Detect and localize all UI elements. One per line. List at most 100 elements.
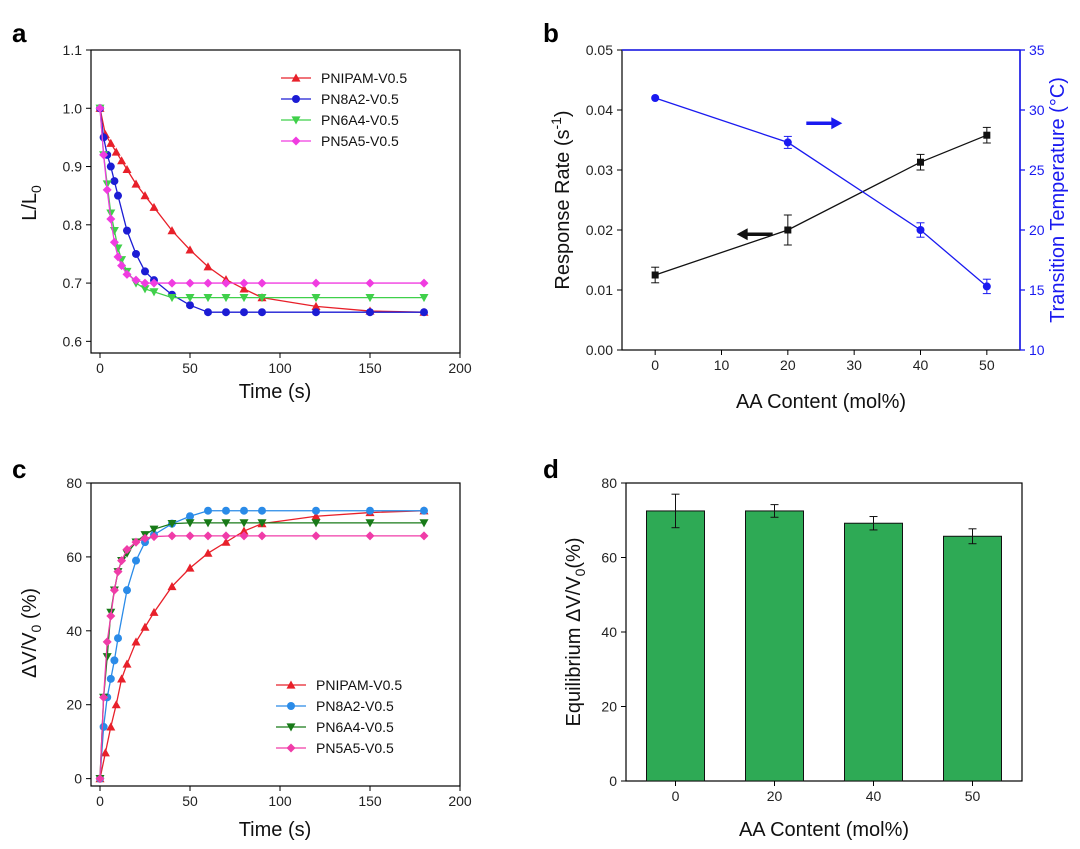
chart-a-ytick-label-5: 1.1 — [63, 42, 83, 58]
chart-a-series-2-point-15 — [239, 294, 249, 303]
chart-c-series-1-point-4 — [110, 656, 119, 665]
chart-a-series-2-point-12 — [185, 294, 195, 303]
chart-b-y2tick-label-5: 35 — [1029, 42, 1045, 58]
chart-c: Time (s) ΔV/V0 (%) 0 50 100 150 200 0 20 40 60 80… — [19, 475, 472, 841]
chart-a-series-0-point-9 — [167, 226, 177, 235]
chart-a-series-1-point-13 — [222, 308, 230, 317]
chart-d-xtick-label-0: 0 — [672, 788, 680, 804]
chart-b-xtick-label-3: 30 — [846, 357, 862, 373]
chart-c-series-1-point-7 — [132, 556, 140, 565]
chart-a-series-0-point-10 — [185, 245, 195, 254]
chart-a-series-3-point-11 — [167, 278, 177, 288]
chart-a-series-2-point-14 — [221, 294, 231, 303]
chart-b-ytick-label-2: 0.02 — [586, 222, 613, 238]
chart-b-ytick-label-1: 0.01 — [586, 282, 613, 298]
chart-c-xtick-label-3: 150 — [358, 793, 382, 809]
chart-c-series-0-point-7 — [140, 622, 150, 631]
chart-c-series-3-point-8 — [131, 537, 141, 547]
chart-a-series-1-point-14 — [240, 308, 248, 317]
chart-c-series-0-point-9 — [167, 581, 177, 591]
chart-a-series-2-point-19 — [419, 294, 429, 303]
chart-c-series-3-point-12 — [185, 531, 195, 541]
chart-b: AA Content (mol%) Response Rate (s-1) Tr… — [548, 42, 1069, 413]
chart-a-series-3-point-8 — [131, 275, 141, 285]
chart-c-series-line-0 — [99, 510, 425, 779]
chart-c-series-2-point-12 — [185, 519, 195, 528]
chart-a-series-0-point-7 — [140, 191, 150, 200]
chart-a-series-1-point-1 — [99, 133, 108, 142]
chart-b-arrow-head-1 — [831, 117, 843, 130]
chart-b-xtick-label-5: 50 — [979, 357, 995, 373]
chart-b-arrow-head-0 — [736, 228, 748, 241]
chart-a-series-1-point-15 — [258, 308, 266, 317]
chart-a-series-1-point-4 — [110, 177, 119, 186]
chart-c-xtick-label-2: 100 — [268, 793, 292, 809]
chart-c-series-0-point-6 — [131, 637, 141, 646]
chart-c-series-1-point-16 — [312, 506, 320, 515]
chart-a-series-0-point-15 — [311, 301, 321, 310]
chart-b-xtick-label-1: 10 — [714, 357, 730, 373]
chart-c-xtick-label-4: 200 — [448, 793, 472, 809]
chart-a-series-1-point-18 — [420, 308, 428, 317]
chart-c-series-2-point-11 — [167, 520, 177, 529]
chart-a-series-3-point-16 — [257, 278, 267, 288]
chart-b-series-0-point-1 — [784, 226, 792, 234]
chart-c-series-2-point-14 — [221, 519, 231, 528]
chart-d-ylabel: Equilibrium ΔV/V0(%) — [563, 538, 588, 727]
chart-d-ytick-label-2: 40 — [601, 624, 617, 640]
chart-c-series-1-point-13 — [222, 506, 230, 515]
chart-c-xtick-label-1: 50 — [182, 793, 198, 809]
chart-a-frame — [90, 49, 461, 354]
chart-b-series-1-point-0 — [651, 94, 660, 102]
chart-d-ytick-label-0: 0 — [609, 773, 617, 789]
chart-a-series-3-point-3 — [106, 214, 116, 224]
chart-b-ytick-label-0: 0.00 — [586, 342, 613, 358]
chart-b-series-0-point-0 — [651, 271, 659, 279]
chart-a-xlabel: Time (s) — [239, 381, 312, 403]
chart-a-legend-label-2: PN6A4-V0.5 — [321, 112, 399, 128]
chart-c-series-3-point-11 — [167, 531, 177, 541]
chart-a-series-0-point-2 — [106, 138, 116, 147]
chart-b-series-1-point-2 — [916, 226, 925, 234]
chart-c-legend-label-0: PNIPAM-V0.5 — [316, 677, 402, 693]
chart-a-series-3-point-14 — [221, 278, 231, 288]
chart-c-series-3-point-7 — [122, 545, 132, 555]
chart-b-y2tick-label-2: 20 — [1029, 222, 1045, 238]
chart-a-ytick-label-4: 1.0 — [63, 100, 83, 116]
chart-a-series-2-point-10 — [149, 288, 159, 297]
chart-c-series-3-point-13 — [203, 531, 213, 541]
chart-a-series-0-point-11 — [203, 262, 213, 271]
chart-c-series-2-point-2 — [102, 653, 112, 662]
chart-a-series-3-point-18 — [365, 278, 375, 288]
chart-c-series-3-point-5 — [113, 567, 123, 577]
chart-c-series-1-point-18 — [420, 506, 428, 515]
chart-b-series-line-1 — [654, 97, 988, 287]
chart-c-series-0-point-2 — [106, 722, 116, 731]
chart-c-series-2-point-13 — [203, 519, 213, 528]
chart-c-ytick-label-2: 40 — [66, 623, 82, 639]
chart-c-series-1-point-5 — [114, 634, 122, 643]
chart-c-legend-label-3: PN5A5-V0.5 — [316, 740, 394, 756]
chart-d-xtick-label-1: 20 — [767, 788, 783, 804]
chart-a-series-1-point-16 — [312, 308, 320, 317]
chart-c-series-0-point-10 — [185, 563, 195, 572]
chart-c-legend-label-2: PN6A4-V0.5 — [316, 719, 394, 735]
chart-a-ytick-label-0: 0.6 — [63, 333, 83, 349]
chart-a-legend-label-0: PNIPAM-V0.5 — [321, 70, 407, 86]
chart-c-series-0-point-1 — [100, 748, 110, 757]
chart-b-y2tick-label-3: 25 — [1029, 162, 1045, 178]
chart-a-ylabel: L/L0 — [19, 185, 44, 221]
chart-c-xtick-label-0: 0 — [96, 793, 104, 809]
chart-a-series-3-point-10 — [149, 278, 159, 288]
chart-d-ytick-label-1: 20 — [601, 699, 617, 715]
chart-b-series-1-point-3 — [982, 282, 991, 291]
chart-a-series-3-point-9 — [140, 278, 150, 288]
chart-b-xlabel: AA Content (mol%) — [736, 391, 906, 413]
chart-a-series-3-point-5 — [113, 252, 123, 262]
chart-c-series-3-point-14 — [221, 531, 231, 541]
chart-c-legend-label-1: PN8A2-V0.5 — [316, 698, 394, 714]
chart-c-series-1-point-6 — [123, 586, 131, 595]
chart-b-series-0-point-2 — [917, 158, 924, 166]
chart-a-series-3-point-15 — [239, 278, 249, 288]
chart-c-series-1-point-17 — [366, 506, 374, 515]
